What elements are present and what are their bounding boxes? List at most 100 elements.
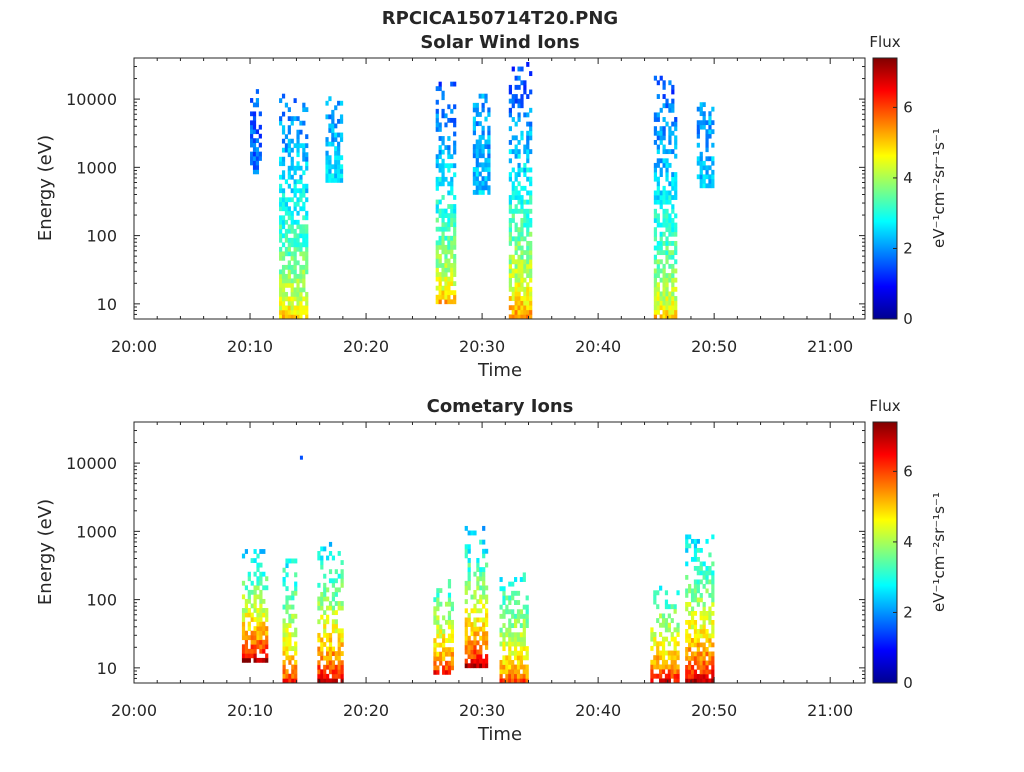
heatmap-cell	[653, 314, 658, 320]
heatmap-cell	[472, 116, 477, 122]
heatmap-cell	[331, 582, 336, 588]
heatmap-cell	[665, 208, 669, 214]
heatmap-cell	[331, 678, 336, 684]
heatmap-cell	[325, 100, 329, 106]
heatmap-cell	[508, 286, 512, 292]
heatmap-cell	[467, 635, 471, 641]
heatmap-cell	[253, 585, 257, 591]
heatmap-cell	[247, 598, 251, 604]
heatmap-cell	[447, 624, 452, 630]
heatmap-cell	[514, 305, 518, 311]
heatmap-cell	[690, 610, 695, 616]
x-tick-label: 20:10	[227, 337, 273, 356]
heatmap-cell	[665, 305, 669, 311]
heatmap-cell	[444, 665, 449, 671]
heatmap-cell	[699, 592, 703, 598]
heatmap-cell	[662, 135, 666, 141]
x-tick-label: 20:30	[459, 701, 505, 720]
heatmap-cell	[664, 678, 669, 684]
heatmap-cell	[447, 190, 451, 196]
colorbar-title-solar-wind: Flux	[869, 33, 900, 51]
heatmap-cell	[708, 592, 712, 598]
heatmap-cell	[439, 633, 443, 639]
heatmap-cell	[656, 664, 660, 670]
heatmap-cell	[505, 673, 509, 679]
heatmap-cell	[702, 160, 706, 166]
heatmap-cell	[435, 267, 439, 273]
heatmap-cell	[665, 103, 669, 109]
heatmap-cell	[690, 592, 695, 598]
heatmap-cell	[279, 116, 283, 122]
heatmap-cell	[520, 254, 524, 260]
heatmap-cell	[464, 617, 468, 623]
colorbar-title-cometary: Flux	[869, 397, 900, 415]
heatmap-cell	[705, 165, 709, 171]
plot-frame-solar-wind	[133, 57, 866, 320]
heatmap-cell	[436, 665, 440, 671]
heatmap-cell	[244, 612, 249, 618]
heatmap-cell	[323, 596, 327, 602]
heatmap-cell	[665, 309, 669, 315]
figure-title: RPCICA150714T20.PNG	[382, 8, 618, 29]
heatmap-cell	[302, 188, 306, 194]
heatmap-cell	[519, 636, 524, 642]
heatmap-cell	[331, 660, 336, 666]
heatmap-cell	[334, 132, 338, 138]
heatmap-cell	[523, 259, 527, 265]
heatmap-cell	[670, 650, 674, 656]
heatmap-cell	[467, 548, 471, 554]
heatmap-cell	[487, 171, 491, 177]
heatmap-cell	[508, 659, 512, 665]
heatmap-cell	[447, 285, 451, 291]
heatmap-cell	[668, 314, 672, 320]
heatmap-cell	[475, 171, 479, 177]
heatmap-cell	[696, 646, 700, 652]
heatmap-cell	[287, 242, 291, 248]
heatmap-cell	[487, 139, 491, 145]
heatmap-cell	[302, 282, 306, 288]
heatmap-cell	[285, 627, 289, 633]
heatmap-cell	[288, 659, 292, 665]
colorbar-frame-cometary	[872, 421, 898, 684]
heatmap-cell	[284, 228, 289, 234]
heatmap-cell	[525, 646, 529, 652]
heatmap-cell	[511, 117, 515, 122]
heatmap-cell	[258, 111, 262, 117]
heatmap-cell	[699, 106, 703, 112]
heatmap-cell	[337, 173, 341, 179]
heatmap-cell	[334, 569, 338, 575]
heatmap-cell	[447, 665, 452, 671]
heatmap-cell	[262, 608, 266, 613]
heatmap-cell	[244, 603, 249, 609]
heatmap-cell	[529, 199, 533, 205]
heatmap-cell	[252, 156, 257, 161]
heatmap-cell	[334, 655, 338, 661]
heatmap-cell	[291, 595, 295, 601]
heatmap-cell	[708, 610, 712, 616]
heatmap-cell	[481, 148, 485, 154]
heatmap-cell	[279, 215, 283, 221]
heatmap-cell	[668, 300, 672, 306]
heatmap-cell	[690, 615, 695, 621]
heatmap-cell	[519, 632, 524, 638]
heatmap-cell	[526, 240, 530, 246]
heatmap-cell	[287, 107, 291, 113]
heatmap-cell	[281, 287, 286, 293]
heatmap-cell	[439, 601, 443, 607]
heatmap-cell	[671, 300, 675, 306]
heatmap-cell	[522, 641, 526, 647]
heatmap-cell	[696, 570, 700, 576]
heatmap-cell	[331, 118, 335, 124]
heatmap-cell	[293, 260, 297, 266]
heatmap-cell	[656, 286, 660, 292]
heatmap-cell	[326, 619, 330, 625]
heatmap-cell	[525, 655, 529, 661]
heatmap-cell	[296, 161, 300, 167]
heatmap-cell	[676, 622, 680, 628]
colorbar-gradient-cometary	[873, 422, 897, 683]
heatmap-cell	[705, 633, 709, 639]
heatmap-cell	[339, 177, 344, 183]
heatmap-cell	[323, 642, 327, 647]
heatmap-cell	[262, 648, 266, 654]
heatmap-cell	[447, 660, 452, 666]
